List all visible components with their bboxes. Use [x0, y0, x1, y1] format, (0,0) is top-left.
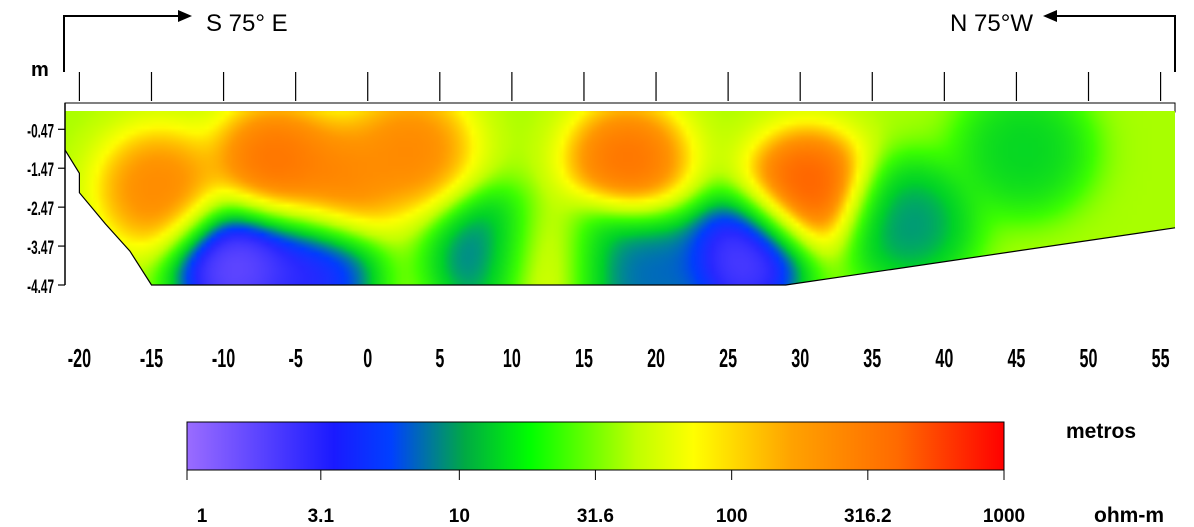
x-tick-label: 40 [935, 343, 953, 373]
direction-label-right: N 75°W [950, 10, 1033, 37]
x-tick-label: 0 [363, 343, 372, 373]
colorbar-tick-label: 316.2 [844, 506, 892, 527]
section-outline [64, 149, 1176, 286]
x-tick-label: 55 [1152, 343, 1170, 373]
section-top-band [64, 102, 1176, 113]
direction-label-left: S 75° E [206, 10, 288, 37]
x-tick-label: 20 [647, 343, 665, 373]
x-tick-label: 25 [719, 343, 737, 373]
direction-indicator-right [1043, 10, 1176, 72]
x-tick-label: 10 [503, 343, 521, 373]
colorbar-tick-label: 1000 [983, 506, 1025, 527]
x-tick-label: 45 [1007, 343, 1025, 373]
colorbar-tick-label: 3.1 [308, 506, 335, 527]
colorbar-ticks: 1 3.1 10 31.6 100 316.2 1000 [186, 470, 1025, 527]
y-tick-label: -2.47 [27, 200, 54, 220]
x-tick-label: 15 [575, 343, 593, 373]
colorbar-tick-label: 10 [449, 506, 470, 527]
y-unit-label: m [31, 59, 49, 81]
y-tick-label: -4.47 [27, 277, 54, 297]
y-axis: -0.47 -1.47 -2.47 -3.47 -4.47 [27, 122, 65, 298]
x-tick-label: 5 [435, 343, 444, 373]
y-tick-label: -3.47 [27, 238, 54, 258]
y-tick-label: -0.47 [27, 122, 54, 142]
x-tick-label: -5 [288, 343, 302, 373]
colorbar-unit-label: ohm-m [1094, 504, 1164, 527]
colorbar [186, 421, 1005, 471]
x-tick-label: 35 [863, 343, 881, 373]
x-tick-label: -20 [68, 343, 91, 373]
x-tick-label: 30 [791, 343, 809, 373]
colorbar-tick-label: 100 [716, 506, 748, 527]
direction-indicator-left [63, 10, 192, 72]
colorbar-tick-label: 31.6 [577, 506, 614, 527]
colorbar-tick-label: 1 [197, 506, 208, 527]
x-axis: -20 -15 -10 -5 0 5 10 15 20 25 30 35 40 45 50 55 [68, 343, 1170, 373]
x-tick-label: -15 [140, 343, 163, 373]
x-tick-label: -10 [212, 343, 235, 373]
resistivity-heatmap [65, 111, 1175, 285]
x-tick-label: 50 [1080, 343, 1098, 373]
y-tick-label: -1.47 [27, 161, 54, 181]
x-axis-title: metros [1066, 420, 1136, 443]
top-tick-row [78, 72, 1162, 101]
